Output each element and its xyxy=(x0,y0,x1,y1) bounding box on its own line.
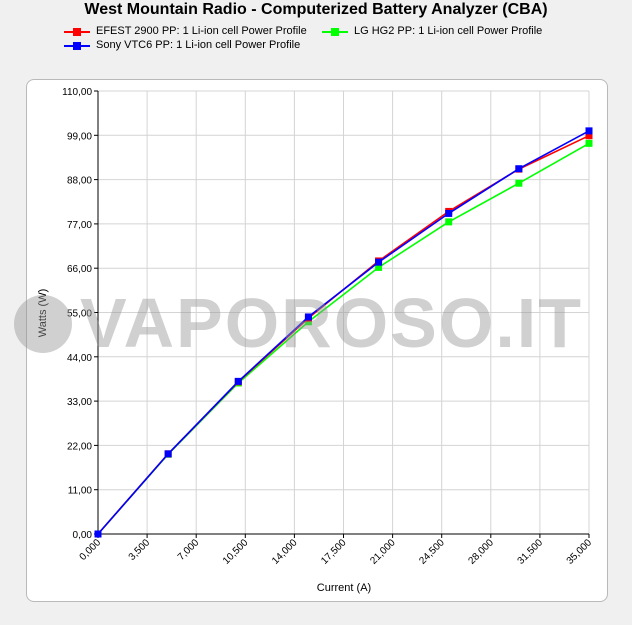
legend-label-lg: LG HG2 PP: 1 Li-ion cell Power Profile xyxy=(354,25,543,37)
x-tick-label: 35,000 xyxy=(565,537,595,567)
x-tick-label: 28,000 xyxy=(467,537,497,567)
legend-swatch-efest xyxy=(64,26,90,37)
chart-title: West Mountain Radio - Computerized Batte… xyxy=(84,1,548,18)
series-line-sony xyxy=(97,130,590,535)
data-point-sony xyxy=(94,530,102,538)
y-axis-label: Watts (W) xyxy=(37,289,49,337)
y-tick-label: 77,00 xyxy=(67,220,92,231)
data-point-sony xyxy=(585,127,593,135)
data-point-sony xyxy=(164,450,172,458)
x-tick-label: 21,000 xyxy=(368,537,398,567)
legend-swatch-lg xyxy=(322,26,348,37)
data-point-lg xyxy=(585,139,593,147)
y-tick-label: 55,00 xyxy=(67,309,92,320)
chart-panel xyxy=(26,79,608,602)
data-point-sony xyxy=(515,165,523,173)
y-tick-label: 0,00 xyxy=(73,530,93,541)
y-tick-label: 88,00 xyxy=(67,176,92,187)
y-tick-label: 11,00 xyxy=(68,486,93,497)
y-tick-label: 66,00 xyxy=(67,264,92,275)
x-tick-label: 7,000 xyxy=(176,537,202,563)
y-tick-label: 110,00 xyxy=(62,87,92,98)
data-point-lg xyxy=(515,179,523,187)
data-point-sony xyxy=(234,377,242,385)
data-point-efest xyxy=(585,132,593,140)
y-tick-label: 22,00 xyxy=(67,441,92,452)
y-tick-label: 44,00 xyxy=(67,353,92,364)
data-point-sony xyxy=(304,313,312,321)
data-point-sony xyxy=(445,209,453,217)
data-point-lg xyxy=(375,263,383,271)
y-tick-label: 33,00 xyxy=(67,397,92,408)
x-axis-label: Current (A) xyxy=(317,582,371,594)
legend-label-sony: Sony VTC6 PP: 1 Li-ion cell Power Profil… xyxy=(96,39,301,51)
legend-swatch-sony xyxy=(64,40,90,51)
data-point-lg xyxy=(304,318,312,326)
data-point-lg xyxy=(445,218,453,226)
x-tick-label: 17,500 xyxy=(319,537,349,567)
x-tick-label: 31,500 xyxy=(516,537,546,567)
data-point-sony xyxy=(375,258,383,266)
y-tick-label: 99,00 xyxy=(67,131,92,142)
x-tick-label: 10,500 xyxy=(221,537,251,567)
x-tick-label: 3,500 xyxy=(127,537,153,563)
legend-label-efest: EFEST 2900 PP: 1 Li-ion cell Power Profi… xyxy=(96,25,307,37)
x-tick-label: 24,500 xyxy=(417,537,447,567)
x-tick-label: 14,000 xyxy=(270,537,300,567)
